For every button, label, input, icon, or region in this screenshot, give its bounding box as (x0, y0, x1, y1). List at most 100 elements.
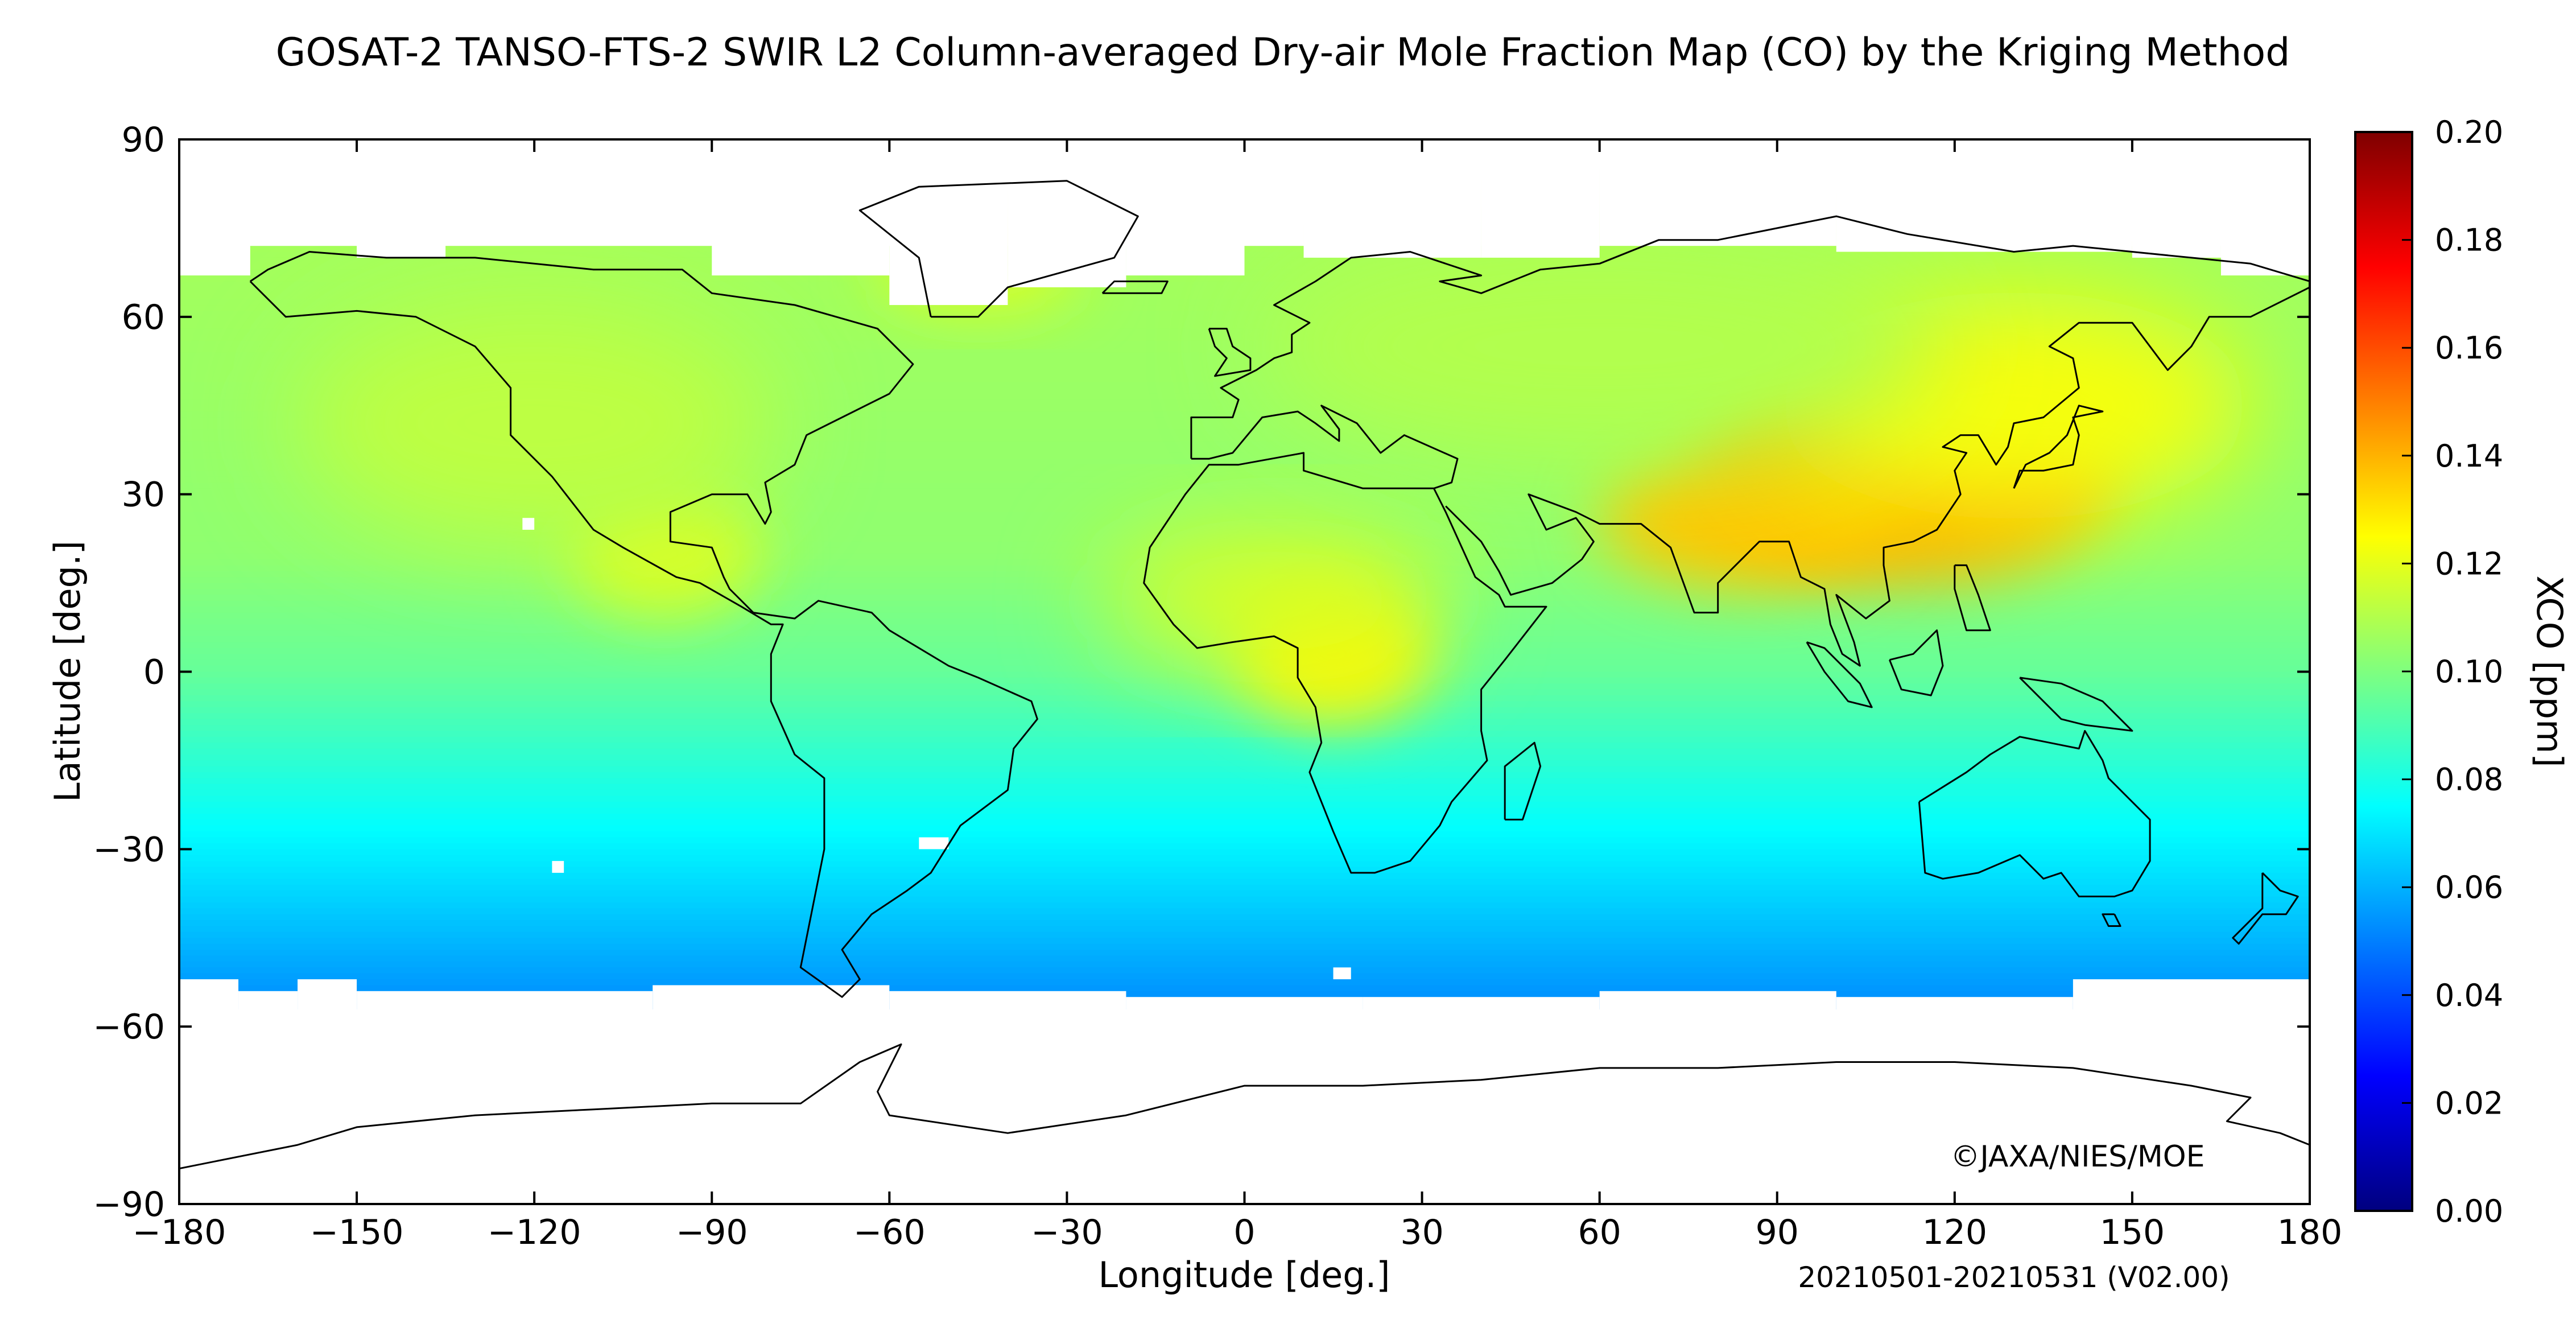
x-tick-label: 30 (1400, 1213, 1443, 1252)
lat-band (179, 950, 2310, 957)
no-data-cell (1363, 997, 1600, 1204)
x-tick-label: −120 (488, 1213, 581, 1252)
no-data-cell (653, 985, 890, 1204)
lat-band (179, 299, 2310, 306)
lat-band (179, 399, 2310, 406)
lat-band (179, 748, 2310, 756)
lat-band (179, 393, 2310, 401)
lat-band (179, 926, 2310, 933)
coastline (1504, 741, 1542, 821)
lat-band (179, 867, 2310, 873)
lat-band (179, 352, 2310, 359)
coastline (1101, 281, 1169, 294)
lat-band (179, 417, 2310, 424)
lat-band (179, 387, 2310, 394)
lat-band (179, 955, 2310, 962)
lat-band (179, 802, 2310, 809)
lat-band (179, 370, 2310, 377)
lat-band (179, 896, 2310, 903)
lat-band (179, 405, 2310, 413)
lat-band (179, 819, 2310, 826)
lat-band (179, 884, 2310, 892)
lat-band (179, 482, 2310, 489)
lat-band (179, 837, 2310, 844)
lat-band (179, 755, 2310, 761)
lat-band (179, 447, 2310, 454)
colorbar-tick-label: 0.12 (2435, 546, 2503, 582)
lat-band (179, 725, 2310, 732)
lat-band (179, 961, 2310, 968)
colorbar-tick-label: 0.00 (2435, 1193, 2503, 1229)
colorbar-tick-label: 0.06 (2435, 869, 2503, 905)
no-data-cell (1481, 168, 1600, 258)
coastline (1806, 641, 1873, 708)
coastline (1954, 564, 1991, 632)
y-axis-label: Latitude [deg.] (47, 541, 88, 802)
lat-band (179, 719, 2310, 726)
colorbar-tick-label: 0.04 (2435, 978, 2503, 1013)
no-data-cell (1126, 168, 1245, 276)
no-data-cell (1599, 168, 1836, 246)
y-tick-label: 0 (143, 653, 165, 692)
lat-band (179, 707, 2310, 714)
lat-band (179, 914, 2310, 921)
no-data-cell (552, 861, 564, 873)
lat-band (179, 323, 2310, 329)
colorbar-tick-label: 0.14 (2435, 438, 2503, 474)
x-tick-label: 0 (1233, 1213, 1255, 1252)
colorbar-ticks: 0.20 0.18 0.16 0.14 0.12 0.10 0.08 0.06 0.04 0.02… (2402, 114, 2503, 1229)
lat-band (179, 766, 2310, 773)
no-data-cell (1244, 168, 1304, 246)
coastline (1889, 629, 1944, 696)
xco-enhancement (1599, 450, 1896, 587)
xco-field (179, 139, 2310, 1204)
lat-band (179, 500, 2310, 507)
x-tick-label: 90 (1756, 1213, 1799, 1252)
lat-band (179, 920, 2310, 927)
x-tick-label: −150 (310, 1213, 404, 1252)
lat-band (179, 695, 2310, 702)
lat-band (179, 790, 2310, 797)
lat-band (179, 335, 2310, 341)
lat-band (179, 523, 2310, 531)
lat-band (179, 683, 2310, 690)
colorbar-tick-label: 0.02 (2435, 1085, 2503, 1121)
lat-band (179, 305, 2310, 312)
no-data-cell (522, 518, 535, 530)
coastline (2019, 677, 2133, 732)
lat-band (179, 736, 2310, 744)
lat-band (179, 476, 2310, 483)
lat-band (179, 855, 2310, 862)
lat-band (179, 731, 2310, 737)
xco-enhancement (295, 298, 774, 549)
lat-band (179, 938, 2310, 945)
lat-band (179, 464, 2310, 472)
no-data-cell (2073, 979, 2310, 1204)
coastline (2232, 872, 2299, 945)
lat-band (179, 807, 2310, 814)
colorbar-label: XCO [ppm] (2529, 575, 2570, 767)
lat-band (179, 825, 2310, 832)
lat-band (179, 689, 2310, 696)
lat-band (179, 849, 2310, 856)
colorbar-tick-label: 0.10 (2435, 654, 2503, 690)
lat-band (179, 423, 2310, 430)
lat-band (179, 772, 2310, 779)
lat-band (179, 346, 2310, 353)
no-data-cell (1333, 967, 1351, 980)
lat-band (179, 967, 2310, 974)
lat-band (179, 281, 2310, 288)
x-tick-label: −30 (1031, 1213, 1103, 1252)
period-label: 20210501-20210531 (V02.00) (1798, 1261, 2230, 1294)
colorbar-tick-label: 0.16 (2435, 330, 2503, 366)
coastline (249, 251, 1038, 998)
lat-band (179, 530, 2310, 537)
lat-band (179, 512, 2310, 519)
lat-band (179, 459, 2310, 465)
lat-band (179, 879, 2310, 885)
y-tick-label: 60 (122, 298, 165, 337)
lat-band (179, 358, 2310, 365)
lat-band (179, 902, 2310, 909)
no-data-cell (1599, 991, 1836, 1204)
lat-band (179, 441, 2310, 448)
